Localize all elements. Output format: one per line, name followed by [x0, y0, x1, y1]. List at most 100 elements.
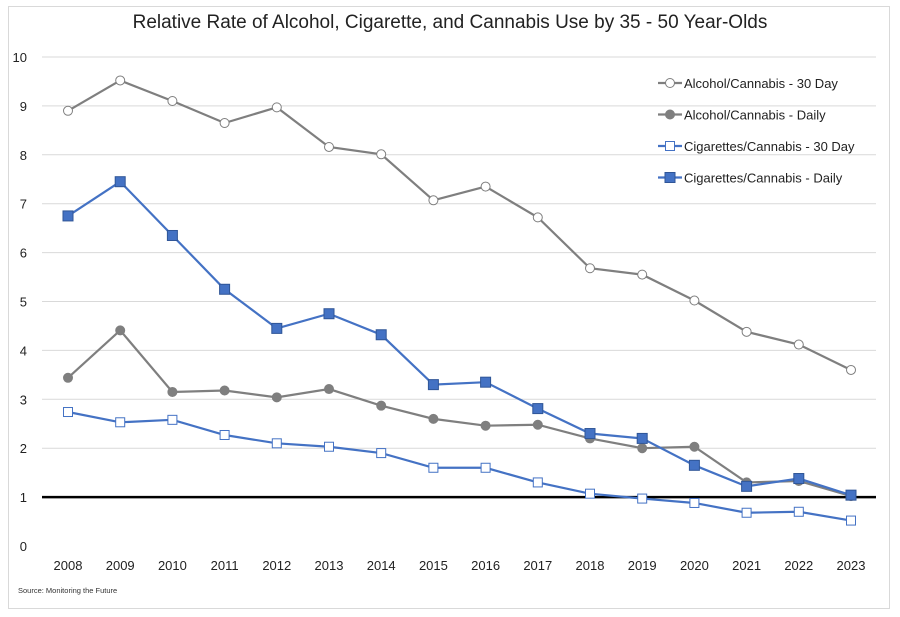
x-tick-label-2013: 2013 [315, 558, 344, 573]
x-tick-label-2019: 2019 [628, 558, 657, 573]
point-cigarettes-cannabis-daily-2020 [688, 459, 700, 471]
point-alcohol-cannabis-30-day-2014 [376, 149, 387, 160]
x-tick-label-2020: 2020 [680, 558, 709, 573]
chart-title: Relative Rate of Alcohol, Cigarette, and… [132, 12, 768, 33]
point-alcohol-cannabis-30-day-2017 [532, 212, 543, 223]
point-alcohol-cannabis-daily-2014 [376, 400, 387, 411]
x-tick-label-2010: 2010 [158, 558, 187, 573]
legend-label-cigarettes-cannabis-30-day: Cigarettes/Cannabis - 30 Day [684, 139, 855, 154]
y-tick-label-0: 0 [20, 539, 27, 554]
point-cigarettes-cannabis-30-day-2018 [585, 488, 595, 499]
point-alcohol-cannabis-30-day-2022 [793, 339, 804, 350]
point-alcohol-cannabis-30-day-2013 [324, 141, 334, 152]
x-tick-label-2009: 2009 [106, 558, 135, 573]
legend-marker-cigarettes-cannabis-30-day [665, 141, 675, 151]
x-tick-label-2011: 2011 [211, 558, 239, 573]
point-cigarettes-cannabis-daily-2013 [323, 308, 335, 320]
point-cigarettes-cannabis-30-day-2015 [428, 462, 439, 473]
point-cigarettes-cannabis-daily-2009 [114, 176, 126, 188]
point-alcohol-cannabis-30-day-2008 [63, 105, 73, 116]
x-tick-label-2015: 2015 [419, 558, 448, 573]
y-tick-label-2: 2 [20, 441, 27, 456]
point-alcohol-cannabis-daily-2012 [271, 392, 282, 403]
point-cigarettes-cannabis-30-day-2016 [480, 462, 491, 473]
point-cigarettes-cannabis-daily-2015 [427, 379, 439, 391]
point-alcohol-cannabis-30-day-2015 [428, 195, 439, 206]
point-cigarettes-cannabis-daily-2010 [166, 229, 178, 241]
point-cigarettes-cannabis-daily-2021 [741, 480, 753, 492]
point-cigarettes-cannabis-30-day-2022 [793, 506, 804, 517]
y-tick-label-5: 5 [20, 295, 27, 310]
y-tick-label-8: 8 [20, 148, 27, 163]
point-alcohol-cannabis-daily-2016 [480, 420, 491, 431]
point-cigarettes-cannabis-30-day-2013 [324, 441, 334, 452]
point-cigarettes-cannabis-30-day-2008 [63, 407, 73, 418]
series-line-alcohol-cannabis-daily [67, 328, 852, 498]
point-alcohol-cannabis-daily-2013 [324, 384, 334, 395]
point-alcohol-cannabis-daily-2009 [115, 325, 126, 336]
x-tick-label-2017: 2017 [523, 558, 552, 573]
y-tick-label-6: 6 [20, 246, 27, 261]
point-cigarettes-cannabis-30-day-2017 [532, 477, 543, 488]
point-cigarettes-cannabis-daily-2022 [793, 473, 805, 485]
point-cigarettes-cannabis-30-day-2012 [271, 438, 282, 449]
point-cigarettes-cannabis-30-day-2014 [376, 448, 387, 459]
y-tick-label-10: 10 [13, 50, 27, 65]
point-cigarettes-cannabis-30-day-2021 [741, 507, 752, 518]
legend-marker-alcohol-cannabis-30-day [665, 78, 675, 88]
y-tick-label-4: 4 [20, 343, 27, 358]
legend-label-cigarettes-cannabis-daily: Cigarettes/Cannabis - Daily [684, 171, 843, 186]
point-alcohol-cannabis-30-day-2021 [741, 326, 752, 337]
point-alcohol-cannabis-daily-2015 [428, 413, 439, 424]
series-line-alcohol-cannabis-30-day [67, 79, 852, 371]
point-cigarettes-cannabis-daily-2017 [532, 403, 544, 415]
y-tick-label-9: 9 [20, 99, 27, 114]
y-tick-label-3: 3 [20, 392, 27, 407]
x-tick-label-2012: 2012 [262, 558, 291, 573]
x-tick-label-2014: 2014 [367, 558, 396, 573]
point-cigarettes-cannabis-daily-2023 [845, 489, 857, 501]
point-cigarettes-cannabis-30-day-2023 [846, 515, 856, 526]
source-note: Source: Monitoring the Future [18, 586, 118, 595]
x-tick-label-2021: 2021 [732, 558, 761, 573]
x-tick-label-2008: 2008 [54, 558, 83, 573]
point-cigarettes-cannabis-30-day-2010 [167, 414, 178, 425]
point-alcohol-cannabis-30-day-2018 [585, 263, 595, 274]
x-tick-label-2023: 2023 [837, 558, 866, 573]
point-alcohol-cannabis-daily-2020 [689, 441, 700, 452]
point-cigarettes-cannabis-30-day-2020 [689, 497, 700, 508]
point-cigarettes-cannabis-daily-2008 [62, 210, 74, 222]
point-alcohol-cannabis-30-day-2023 [846, 364, 856, 375]
y-tick-label-7: 7 [20, 197, 27, 212]
point-alcohol-cannabis-30-day-2020 [689, 295, 700, 306]
point-cigarettes-cannabis-daily-2011 [219, 283, 231, 295]
point-alcohol-cannabis-daily-2017 [532, 419, 543, 430]
legend-label-alcohol-cannabis-daily: Alcohol/Cannabis - Daily [684, 108, 826, 123]
x-tick-label-2022: 2022 [784, 558, 813, 573]
point-cigarettes-cannabis-30-day-2009 [115, 417, 126, 428]
point-alcohol-cannabis-daily-2010 [167, 386, 178, 397]
point-cigarettes-cannabis-30-day-2019 [637, 493, 648, 504]
point-alcohol-cannabis-daily-2019 [637, 443, 648, 454]
point-alcohol-cannabis-30-day-2009 [115, 75, 126, 86]
series-line-cigarettes-cannabis-30-day [67, 410, 852, 522]
point-cigarettes-cannabis-30-day-2011 [219, 429, 230, 440]
point-alcohol-cannabis-30-day-2010 [167, 96, 178, 107]
point-cigarettes-cannabis-daily-2012 [271, 322, 283, 334]
legend-label-alcohol-cannabis-30-day: Alcohol/Cannabis - 30 Day [684, 76, 838, 91]
x-tick-label-2018: 2018 [576, 558, 605, 573]
point-alcohol-cannabis-30-day-2016 [480, 181, 491, 192]
point-alcohol-cannabis-daily-2011 [219, 385, 230, 396]
point-alcohol-cannabis-30-day-2019 [637, 269, 648, 280]
point-alcohol-cannabis-30-day-2012 [271, 102, 282, 113]
legend-marker-alcohol-cannabis-daily [665, 109, 675, 120]
y-tick-label-1: 1 [20, 490, 27, 505]
point-alcohol-cannabis-30-day-2011 [219, 118, 230, 129]
series-line-cigarettes-cannabis-daily [67, 180, 852, 497]
point-cigarettes-cannabis-daily-2018 [584, 428, 596, 440]
point-cigarettes-cannabis-daily-2014 [375, 329, 387, 341]
legend-marker-cigarettes-cannabis-daily [664, 172, 676, 183]
point-cigarettes-cannabis-daily-2016 [480, 376, 492, 388]
point-alcohol-cannabis-daily-2008 [63, 372, 73, 383]
